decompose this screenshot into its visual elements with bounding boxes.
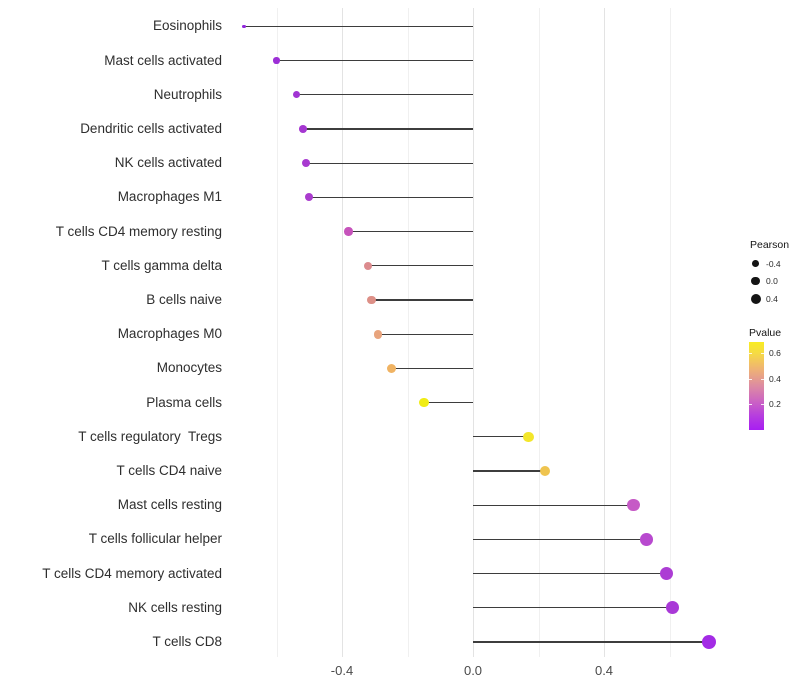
colorbar-tick-label: 0.2	[769, 398, 781, 409]
data-point-dot	[241, 24, 246, 29]
data-point-dot	[292, 91, 300, 99]
colorbar-tick-mark	[749, 403, 752, 405]
x-axis-tick-label: 0.0	[463, 663, 483, 678]
lollipop-stem	[276, 59, 473, 62]
lollipop-stem	[473, 538, 647, 541]
data-point-dot	[273, 57, 280, 64]
y-axis-label: Mast cells resting	[117, 497, 222, 513]
data-point-dot	[301, 159, 310, 168]
size-legend-dot	[750, 293, 761, 304]
size-legend-label: 0.4	[766, 293, 778, 304]
size-legend-title: Pearson	[750, 239, 790, 251]
y-axis-label: NK cells resting	[128, 599, 222, 615]
data-point-dot	[344, 227, 353, 236]
gridline-minor	[407, 8, 409, 657]
y-axis-label: B cells naive	[146, 292, 222, 307]
y-axis-label: Macrophages M0	[117, 326, 222, 342]
data-point-dot	[305, 193, 314, 202]
lollipop-stem	[302, 128, 473, 130]
y-axis-label: Mast cells activated	[104, 52, 222, 68]
x-axis-tick-label: -0.4	[330, 663, 354, 678]
data-point-dot	[373, 329, 383, 339]
data-point-dot	[659, 567, 673, 581]
data-point-dot	[298, 125, 307, 133]
lollipop-stem	[473, 436, 529, 438]
lollipop-stem	[473, 504, 634, 506]
y-axis-label: NK cells activated	[114, 155, 222, 171]
gridline-minor	[276, 8, 278, 657]
lollipop-stem	[378, 333, 473, 335]
data-point-dot	[419, 397, 429, 408]
lollipop-stem	[371, 299, 473, 301]
y-axis-label: T cells CD4 memory resting	[55, 223, 222, 239]
colorbar-tick-mark	[761, 378, 764, 380]
y-axis-label: T cells regulatory Tregs	[78, 428, 222, 444]
y-axis-label: Monocytes	[156, 360, 222, 376]
y-axis-label: Dendritic cells activated	[80, 121, 222, 136]
colorbar-tick-mark	[749, 352, 752, 354]
pvalue-colorbar-gradient	[749, 342, 764, 430]
gridline-minor	[538, 8, 540, 657]
lollipop-stem	[391, 367, 473, 370]
lollipop-stem	[309, 196, 473, 199]
data-point-dot	[367, 295, 376, 305]
gridline-major	[473, 8, 474, 657]
data-point-dot	[701, 634, 716, 650]
colorbar-tick-mark	[749, 378, 752, 380]
color-legend-title: Pvalue	[749, 327, 782, 339]
y-axis-label: T cells CD4 naive	[116, 463, 222, 478]
colorbar-tick-mark	[761, 403, 764, 405]
y-axis-label: Macrophages M1	[117, 189, 222, 205]
data-point-dot	[363, 261, 373, 271]
colorbar-tick-mark	[761, 352, 764, 354]
data-point-dot	[627, 499, 640, 512]
colorbar-tick-label: 0.4	[769, 373, 781, 384]
y-axis-label: T cells CD8	[152, 634, 222, 649]
size-legend-label: 0.0	[766, 276, 778, 286]
gridline-minor	[669, 8, 671, 657]
data-point-dot	[523, 431, 534, 442]
lollipop-stem	[473, 607, 673, 609]
y-axis-label: Plasma cells	[146, 394, 222, 410]
colorbar-tick-label: 0.6	[769, 347, 781, 358]
lollipop-stem	[296, 94, 473, 96]
size-legend-dot	[751, 276, 760, 286]
gridline-major	[342, 8, 343, 657]
data-point-dot	[539, 465, 551, 477]
lollipop-stem	[243, 25, 473, 28]
data-point-dot	[640, 533, 653, 546]
gridline-major	[604, 8, 605, 657]
lollipop-stem	[368, 265, 473, 267]
lollipop-stem	[305, 162, 473, 164]
size-legend-label: -0.4	[766, 258, 781, 269]
y-axis-label: Eosinophils	[152, 18, 222, 34]
x-axis-tick-label: 0.4	[594, 663, 614, 678]
lollipop-stem	[423, 401, 473, 404]
y-axis-label: T cells CD4 memory activated	[42, 565, 222, 581]
y-axis-label: T cells follicular helper	[88, 531, 222, 547]
data-point-dot	[666, 601, 680, 615]
lollipop-stem	[473, 572, 667, 575]
lollipop-stem	[473, 470, 546, 472]
size-legend-dot	[752, 260, 759, 267]
lollipop-stem	[473, 641, 709, 643]
y-axis-label: Neutrophils	[153, 86, 222, 102]
data-point-dot	[386, 363, 396, 373]
y-axis-label: T cells gamma delta	[101, 257, 222, 273]
lollipop-stem	[348, 230, 473, 233]
